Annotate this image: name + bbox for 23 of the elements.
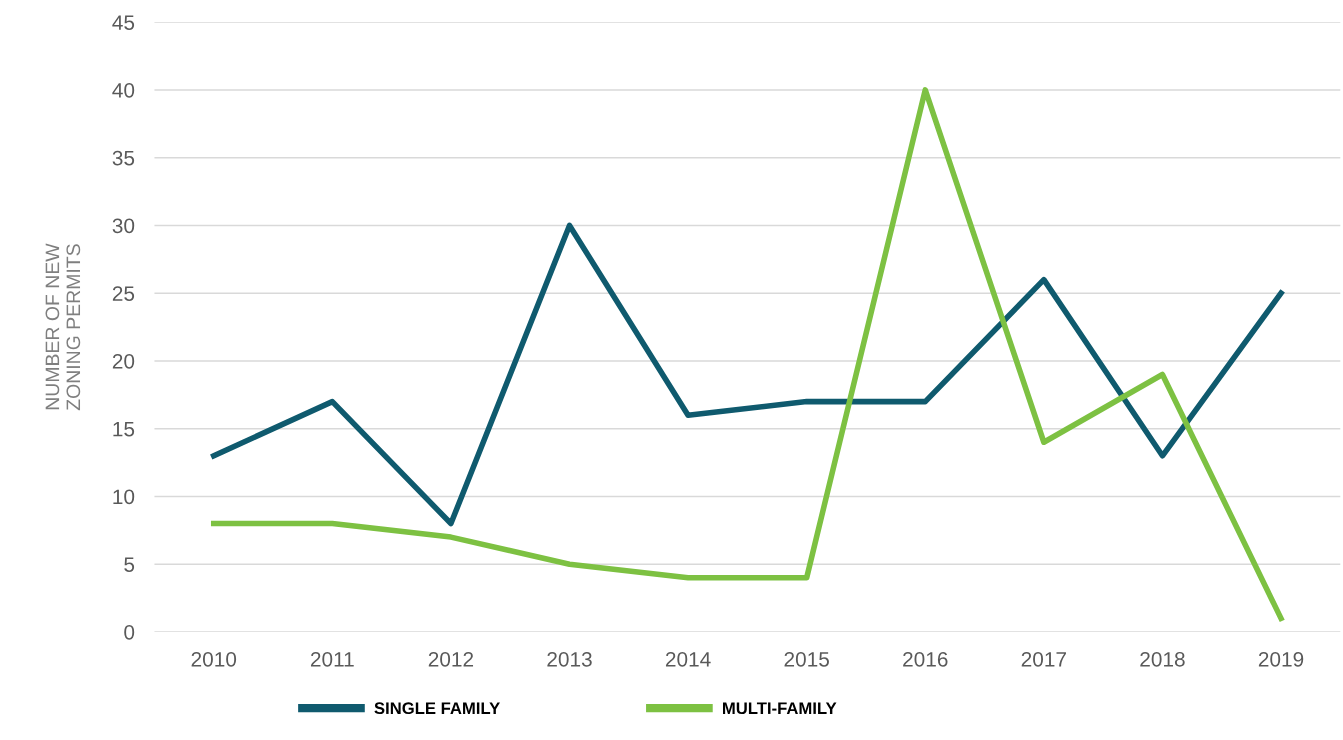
legend-label: SINGLE FAMILY	[374, 702, 500, 715]
legend-label: MULTI-FAMILY	[723, 702, 837, 715]
x-tick-label: 2012	[428, 651, 474, 667]
y-axis-title: NUMBER OF NEW ZONING PERMITS	[45, 243, 81, 411]
y-tick-label: 10	[113, 489, 135, 505]
x-tick-label: 2013	[547, 651, 592, 667]
x-tick-label: 2017	[1021, 651, 1066, 667]
x-tick-label: 2015	[784, 651, 829, 667]
y-tick-label: 40	[112, 82, 135, 98]
y-tick-label: 20	[112, 353, 135, 369]
y-tick-label: 5	[124, 557, 135, 572]
x-tick-label: 2018	[1140, 651, 1185, 667]
y-tick-label: 25	[112, 286, 135, 301]
y-tick-label: 30	[112, 218, 135, 234]
y-tick-label: 15	[113, 421, 135, 437]
x-tick-label: 2014	[665, 651, 711, 667]
x-tick-label: 2011	[310, 651, 354, 667]
x-tick-label: 2016	[903, 651, 948, 667]
y-tick-label: 45	[112, 15, 135, 30]
x-tick-label: 2010	[191, 651, 237, 667]
y-tick-label: 35	[112, 150, 135, 166]
y-tick-label: 0	[124, 624, 135, 640]
x-tick-label: 2019	[1258, 651, 1304, 667]
